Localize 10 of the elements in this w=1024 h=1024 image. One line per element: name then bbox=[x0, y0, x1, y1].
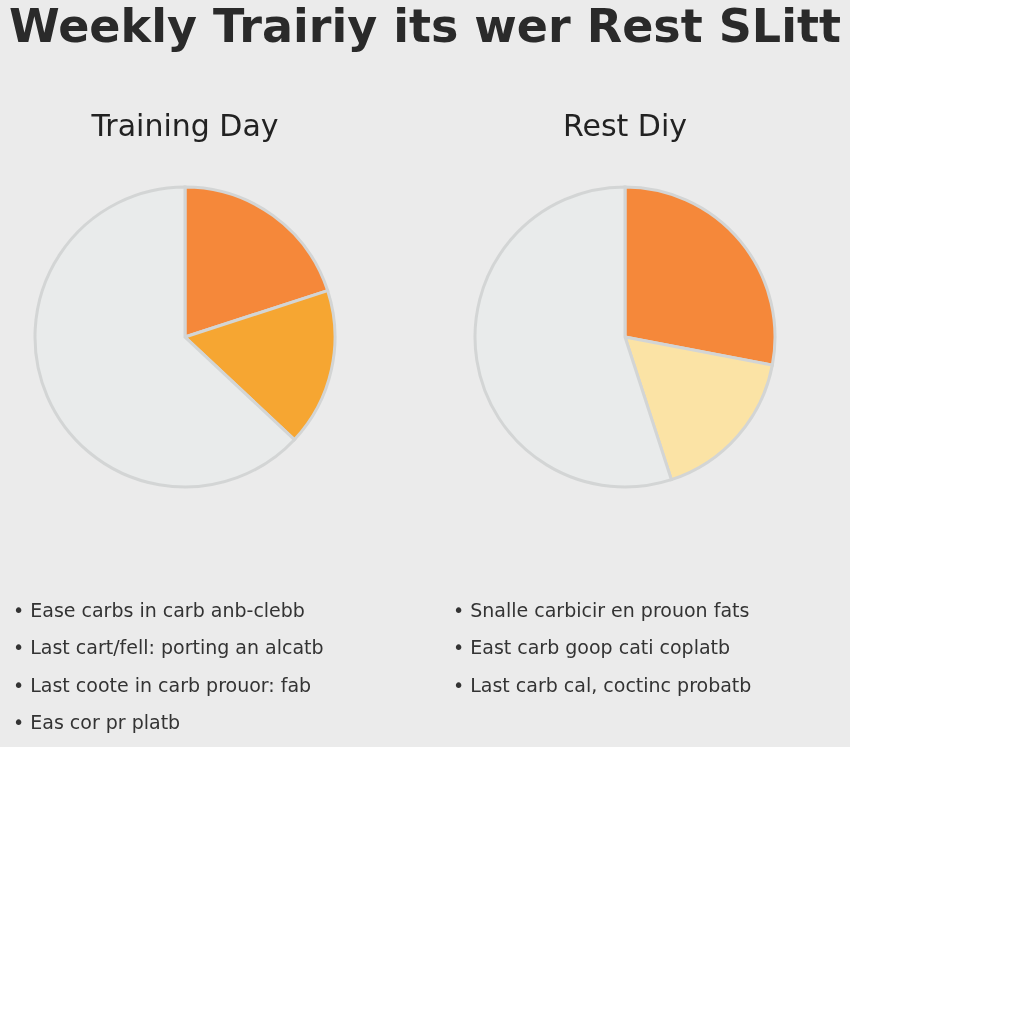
text: • Last coote in carb prouor: fab bbox=[13, 673, 312, 696]
text: • East carb goop cati coplatb bbox=[453, 636, 731, 659]
text: • Last carb cal, coctinc probatb bbox=[453, 673, 752, 696]
text: • Last cart/fell: porting an alcatb bbox=[13, 636, 324, 659]
text: • Eas cor pr platb bbox=[13, 711, 181, 734]
chart-title: Weekly Trairiy its wer Rest SLitt bbox=[9, 0, 841, 53]
text: • Ease carbs in carb anb-clebb bbox=[13, 598, 305, 621]
text: • Snalle carbicir en prouon fats bbox=[453, 598, 750, 621]
chart-subtitle: Training Day bbox=[90, 108, 279, 143]
chart-title: Rest Diy bbox=[562, 108, 688, 143]
